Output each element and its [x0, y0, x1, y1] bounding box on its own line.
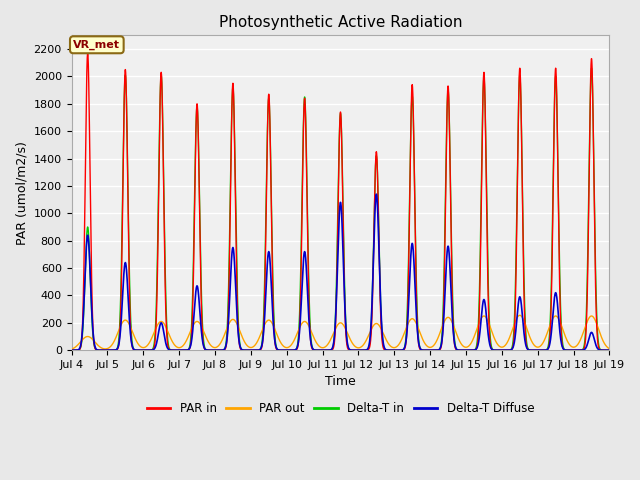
- Legend: PAR in, PAR out, Delta-T in, Delta-T Diffuse: PAR in, PAR out, Delta-T in, Delta-T Dif…: [142, 397, 539, 420]
- Y-axis label: PAR (umol/m2/s): PAR (umol/m2/s): [15, 141, 28, 245]
- Title: Photosynthetic Active Radiation: Photosynthetic Active Radiation: [219, 15, 462, 30]
- X-axis label: Time: Time: [325, 375, 356, 388]
- Text: VR_met: VR_met: [74, 40, 120, 50]
